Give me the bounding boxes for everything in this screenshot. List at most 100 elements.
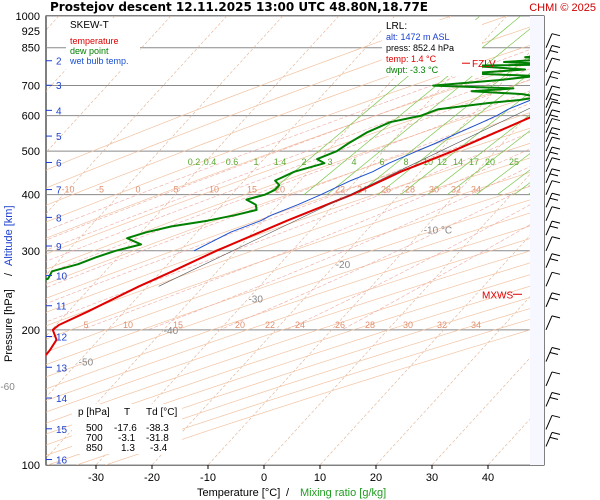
wind-barb: [545, 85, 553, 101]
moist-adiabat: [46, 73, 544, 262]
wind-barb-flag: [549, 225, 559, 229]
background-grid-labels: -80 °C-70-60-50-40-30-20-10 °C5101520222…: [0, 157, 519, 393]
wind-barb: [545, 371, 553, 387]
moist-adiabat-label: 30: [429, 185, 439, 195]
altitude-tick-label: 12: [56, 333, 68, 344]
wind-barb-flag: [551, 206, 561, 210]
mixing-ratio-label: 0.4: [204, 157, 217, 167]
wind-barb-flag: [549, 258, 559, 262]
moist-adiabat-label: 28: [405, 185, 415, 195]
wind-barb: [545, 118, 553, 133]
moist-adiabat-label: 22: [335, 185, 345, 195]
lrl-temp: temp: 1.4 °C: [386, 54, 437, 64]
mixing-ratio-label: 1: [253, 157, 258, 167]
y-axis-label-separator: /: [3, 272, 15, 276]
isotherm-label: -60: [0, 382, 15, 393]
wind-barb: [545, 315, 553, 331]
wind-barb-flag: [551, 85, 561, 89]
dry-adiabat-label: 20: [235, 320, 245, 330]
dry-adiabat-label: 15: [173, 320, 183, 330]
wind-barb-flag: [549, 352, 559, 356]
wind-barb: [545, 347, 553, 362]
x-tick-label: 0: [261, 472, 267, 484]
moist-adiabat: [46, 53, 544, 241]
wind-barb-flag: [551, 33, 561, 37]
mixing-ratio-label: 3: [327, 157, 332, 167]
isotherm: [95, 16, 508, 465]
mixing-ratio-label: 2: [301, 157, 306, 167]
altitude-tick-label: 9: [56, 242, 62, 253]
moist-adiabat: [46, 63, 544, 251]
pressure-tick-label: 850: [22, 43, 40, 55]
wind-barb-flag: [551, 118, 561, 122]
wind-barb-flag: [551, 93, 561, 97]
dry-adiabat: [46, 233, 544, 401]
mixing-ratio-line: [326, 16, 544, 195]
moist-adiabat-label: -5: [96, 185, 104, 195]
dry-adiabat-label: 5: [83, 320, 88, 330]
wind-barb-flag: [551, 136, 561, 140]
dry-adiabat-label: 24: [295, 320, 305, 330]
table-row-500-td: -38.3: [146, 423, 169, 434]
moist-adiabat: [81, 141, 544, 331]
legend-item-dew-point: dew point: [70, 46, 109, 56]
mixing-ratio-line: [556, 16, 600, 195]
lrl-alt: alt: 1472 m ASL: [386, 32, 450, 42]
wind-barb: [545, 432, 553, 447]
dry-adiabat: [46, 75, 544, 255]
table-header-p: p [hPa]: [78, 407, 110, 418]
mixing-ratio-line: [475, 142, 544, 195]
x-tick-label: -20: [144, 472, 160, 484]
table-row-850-t: 1.3: [121, 443, 135, 454]
wind-barb-flag: [549, 396, 559, 400]
mixing-ratio-label: 25: [509, 157, 519, 167]
x-tick-label: 30: [426, 472, 438, 484]
dry-adiabat: [46, 57, 544, 239]
wind-barb: [545, 93, 553, 108]
dry-adiabat: [46, 123, 544, 299]
wind-barb-flag: [551, 127, 561, 131]
wind-barb-flag: [549, 76, 559, 80]
wind-barb-flag: [551, 391, 561, 395]
wind-barb: [545, 127, 553, 142]
moist-adiabat: [286, 196, 544, 331]
isotherm: [46, 16, 172, 153]
dry-adiabat: [46, 246, 544, 413]
axes: -30 -20 -10 0 10 20 30 401002003004005006007008…: [16, 11, 495, 484]
moist-adiabat-label: 0: [135, 185, 140, 195]
altitude-tick-label: 7: [56, 186, 62, 197]
pressure-tick-label: 500: [22, 146, 40, 158]
wind-barb: [545, 33, 553, 48]
mixing-ratio-line: [303, 16, 521, 195]
sounding-profiles: [46, 51, 544, 357]
altitude-tick-label: 11: [56, 302, 67, 313]
y-axis-label-altitude: Altitude [km]: [3, 205, 15, 266]
wind-barb: [545, 101, 553, 116]
legend-item-wet-bulb: wet bulb temp.: [69, 56, 129, 66]
plot-area: [45, 15, 545, 466]
chart-title: Prostejov descent 12.11.2025 13:00 UTC 4…: [50, 0, 428, 14]
mixing-ratio-line: [539, 191, 544, 195]
wind-barb: [545, 253, 553, 268]
isotherm: [431, 342, 544, 465]
dry-adiabat-label: 26: [335, 320, 345, 330]
isotherm-label: -50: [79, 358, 94, 369]
dry-adiabat-label: 32: [437, 320, 447, 330]
lrl-box: LRL: alt: 1472 m ASL press: 852.4 hPa te…: [382, 20, 482, 76]
isotherm: [375, 280, 544, 465]
table-row-850-td: -3.4: [150, 443, 168, 454]
x-axis-label: Temperature [°C] / Mixing ratio [g/kg]: [197, 487, 386, 499]
y-axis-label-pressure: Pressure [hPa]: [3, 289, 15, 362]
wind-barb: [545, 236, 553, 251]
wind-barb-flag: [551, 271, 561, 275]
isotherm: [46, 16, 340, 337]
x-tick-label: 40: [482, 472, 494, 484]
wind-barb-flag: [549, 50, 559, 53]
moist-adiabat-label: 34: [471, 185, 481, 195]
wind-barb-flag: [549, 297, 559, 301]
wind-barb-flag: [549, 173, 559, 177]
moist-adiabat-label: 15: [247, 185, 257, 195]
lrl-title: LRL:: [386, 21, 407, 32]
isotherm: [46, 16, 284, 276]
